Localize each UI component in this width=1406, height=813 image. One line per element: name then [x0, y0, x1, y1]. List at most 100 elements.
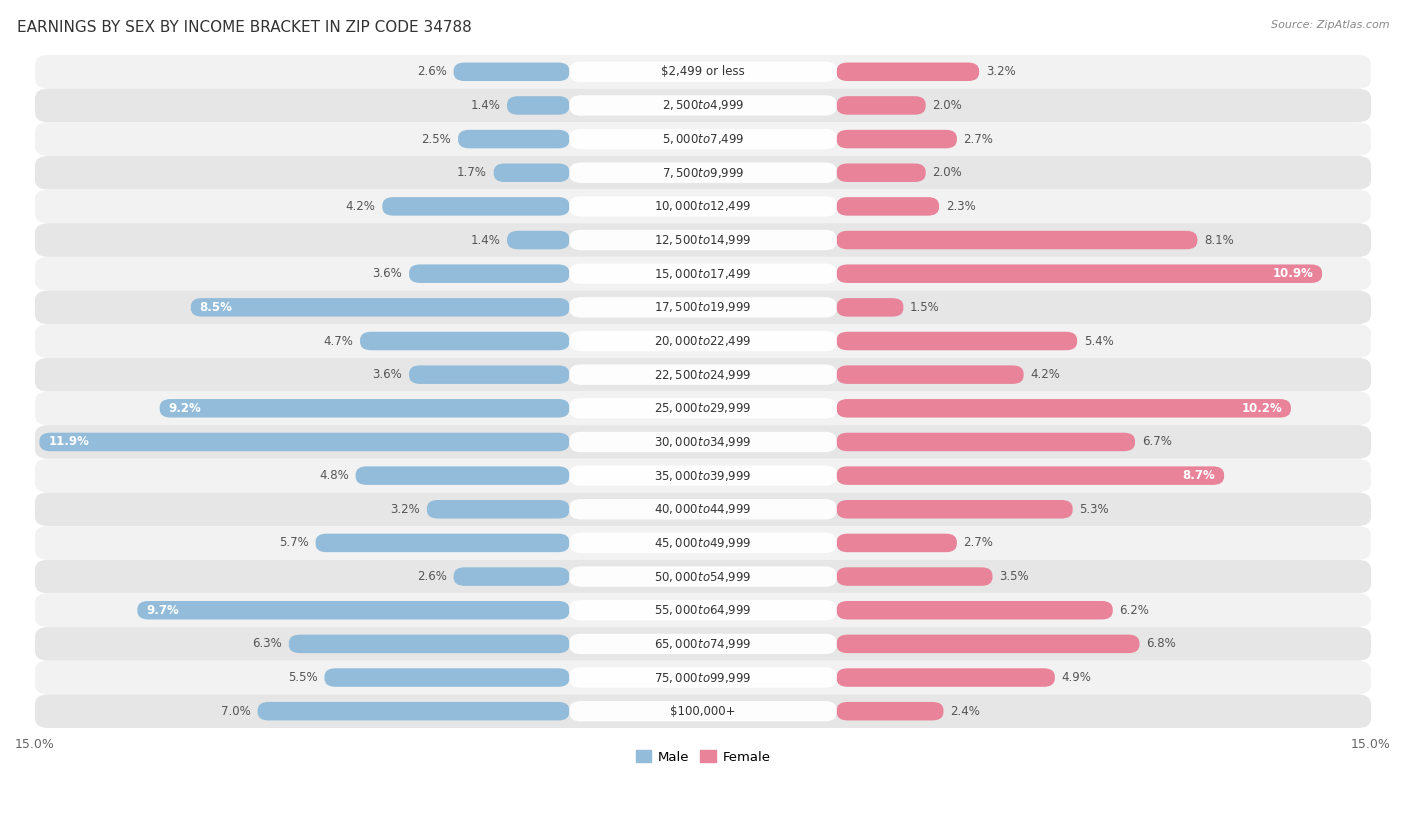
- FancyBboxPatch shape: [837, 264, 1322, 283]
- FancyBboxPatch shape: [569, 263, 837, 284]
- Text: 11.9%: 11.9%: [48, 436, 89, 449]
- FancyBboxPatch shape: [837, 163, 925, 182]
- Text: 3.6%: 3.6%: [373, 368, 402, 381]
- FancyBboxPatch shape: [35, 224, 1371, 257]
- FancyBboxPatch shape: [569, 62, 837, 82]
- Text: $30,000 to $34,999: $30,000 to $34,999: [654, 435, 752, 449]
- Text: 4.9%: 4.9%: [1062, 671, 1091, 684]
- FancyBboxPatch shape: [569, 633, 837, 654]
- FancyBboxPatch shape: [35, 290, 1371, 324]
- FancyBboxPatch shape: [837, 231, 1198, 250]
- Text: 5.3%: 5.3%: [1080, 502, 1109, 515]
- FancyBboxPatch shape: [35, 392, 1371, 425]
- Text: 6.2%: 6.2%: [1119, 604, 1149, 617]
- FancyBboxPatch shape: [35, 156, 1371, 189]
- FancyBboxPatch shape: [569, 432, 837, 452]
- FancyBboxPatch shape: [569, 667, 837, 688]
- FancyBboxPatch shape: [35, 627, 1371, 661]
- FancyBboxPatch shape: [837, 702, 943, 720]
- Legend: Male, Female: Male, Female: [630, 745, 776, 769]
- FancyBboxPatch shape: [454, 567, 569, 586]
- Text: $5,000 to $7,499: $5,000 to $7,499: [662, 132, 744, 146]
- Text: $100,000+: $100,000+: [671, 705, 735, 718]
- Text: 7.0%: 7.0%: [221, 705, 250, 718]
- FancyBboxPatch shape: [257, 702, 569, 720]
- FancyBboxPatch shape: [837, 533, 957, 552]
- FancyBboxPatch shape: [35, 493, 1371, 526]
- FancyBboxPatch shape: [837, 365, 1024, 384]
- FancyBboxPatch shape: [837, 130, 957, 148]
- FancyBboxPatch shape: [837, 298, 904, 316]
- Text: $2,500 to $4,999: $2,500 to $4,999: [662, 98, 744, 112]
- FancyBboxPatch shape: [191, 298, 569, 316]
- FancyBboxPatch shape: [356, 467, 569, 485]
- Text: 8.5%: 8.5%: [200, 301, 232, 314]
- FancyBboxPatch shape: [360, 332, 569, 350]
- FancyBboxPatch shape: [458, 130, 569, 148]
- Text: 8.1%: 8.1%: [1204, 233, 1234, 246]
- Text: 3.2%: 3.2%: [986, 65, 1015, 78]
- FancyBboxPatch shape: [39, 433, 569, 451]
- FancyBboxPatch shape: [569, 95, 837, 115]
- FancyBboxPatch shape: [569, 499, 837, 520]
- FancyBboxPatch shape: [569, 398, 837, 419]
- FancyBboxPatch shape: [569, 163, 837, 183]
- Text: 2.0%: 2.0%: [932, 99, 962, 112]
- FancyBboxPatch shape: [837, 567, 993, 586]
- FancyBboxPatch shape: [35, 189, 1371, 224]
- FancyBboxPatch shape: [837, 399, 1291, 418]
- FancyBboxPatch shape: [837, 433, 1135, 451]
- FancyBboxPatch shape: [138, 601, 569, 620]
- FancyBboxPatch shape: [409, 365, 569, 384]
- Text: 3.5%: 3.5%: [1000, 570, 1029, 583]
- Text: 1.4%: 1.4%: [471, 233, 501, 246]
- FancyBboxPatch shape: [35, 526, 1371, 560]
- FancyBboxPatch shape: [508, 96, 569, 115]
- FancyBboxPatch shape: [160, 399, 569, 418]
- Text: $10,000 to $12,499: $10,000 to $12,499: [654, 199, 752, 213]
- FancyBboxPatch shape: [382, 197, 569, 215]
- Text: 2.6%: 2.6%: [418, 570, 447, 583]
- Text: 5.4%: 5.4%: [1084, 334, 1114, 347]
- Text: $35,000 to $39,999: $35,000 to $39,999: [654, 468, 752, 483]
- FancyBboxPatch shape: [837, 668, 1054, 687]
- Text: 9.7%: 9.7%: [146, 604, 179, 617]
- Text: 10.9%: 10.9%: [1272, 267, 1313, 280]
- FancyBboxPatch shape: [837, 635, 1139, 653]
- Text: 9.2%: 9.2%: [169, 402, 201, 415]
- FancyBboxPatch shape: [454, 63, 569, 81]
- Text: 8.7%: 8.7%: [1182, 469, 1215, 482]
- Text: 2.5%: 2.5%: [422, 133, 451, 146]
- Text: 3.6%: 3.6%: [373, 267, 402, 280]
- Text: 5.7%: 5.7%: [280, 537, 309, 550]
- Text: 2.4%: 2.4%: [950, 705, 980, 718]
- Text: 4.2%: 4.2%: [1031, 368, 1060, 381]
- Text: 6.8%: 6.8%: [1146, 637, 1175, 650]
- Text: 5.5%: 5.5%: [288, 671, 318, 684]
- Text: 2.7%: 2.7%: [963, 537, 994, 550]
- FancyBboxPatch shape: [35, 593, 1371, 627]
- Text: $55,000 to $64,999: $55,000 to $64,999: [654, 603, 752, 617]
- FancyBboxPatch shape: [569, 701, 837, 721]
- FancyBboxPatch shape: [837, 601, 1112, 620]
- FancyBboxPatch shape: [35, 89, 1371, 122]
- FancyBboxPatch shape: [569, 465, 837, 486]
- FancyBboxPatch shape: [409, 264, 569, 283]
- Text: $15,000 to $17,499: $15,000 to $17,499: [654, 267, 752, 280]
- Text: $75,000 to $99,999: $75,000 to $99,999: [654, 671, 752, 685]
- Text: $22,500 to $24,999: $22,500 to $24,999: [654, 367, 752, 381]
- Text: 3.2%: 3.2%: [391, 502, 420, 515]
- FancyBboxPatch shape: [325, 668, 569, 687]
- Text: 6.7%: 6.7%: [1142, 436, 1171, 449]
- Text: 1.4%: 1.4%: [471, 99, 501, 112]
- Text: 2.0%: 2.0%: [932, 166, 962, 179]
- FancyBboxPatch shape: [494, 163, 569, 182]
- FancyBboxPatch shape: [569, 298, 837, 318]
- FancyBboxPatch shape: [315, 533, 569, 552]
- Text: 10.2%: 10.2%: [1241, 402, 1282, 415]
- FancyBboxPatch shape: [35, 459, 1371, 493]
- Text: 1.7%: 1.7%: [457, 166, 486, 179]
- FancyBboxPatch shape: [35, 661, 1371, 694]
- Text: $25,000 to $29,999: $25,000 to $29,999: [654, 402, 752, 415]
- FancyBboxPatch shape: [837, 500, 1073, 519]
